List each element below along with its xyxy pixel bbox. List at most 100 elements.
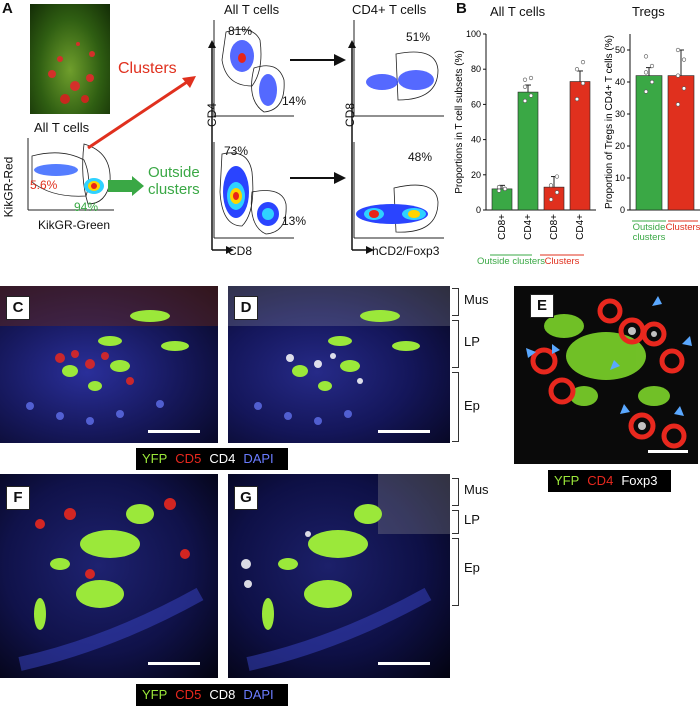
scale-bar-c — [148, 430, 200, 433]
foxp3-xlabel: hCD2/Foxp3 — [372, 244, 440, 258]
x-tick-label: CD4+ — [575, 214, 586, 240]
data-point — [548, 197, 554, 202]
data-point — [522, 98, 528, 103]
bracket-lp-bottom — [452, 510, 459, 534]
cd4cd8-bottom-cd4-pct: 73% — [224, 144, 249, 158]
legend-cd4: YFP CD5 CD4 DAPI — [136, 448, 288, 470]
legend-foxp3: YFP CD4 Foxp3 — [548, 470, 672, 492]
entry-red-pct: 5.6% — [30, 178, 58, 192]
data-point — [675, 102, 681, 107]
data-point — [649, 63, 655, 69]
y-tick-label: 0 — [620, 205, 625, 215]
cd4cd8-bottom-plot — [213, 142, 294, 239]
entry-plot-ylabel: KikGR-Red — [1, 156, 16, 218]
foxp3-title: CD4+ T cells — [352, 2, 427, 17]
panel-c-letter: C — [6, 296, 30, 320]
foxp3-bottom-pct: 48% — [408, 150, 433, 164]
micrograph-g — [228, 474, 450, 678]
y-tick-label: 50 — [615, 45, 625, 55]
micrograph-c-cells — [0, 286, 218, 425]
data-point — [548, 183, 554, 188]
tissue-lp-bottom: LP — [464, 512, 480, 527]
data-point — [496, 185, 502, 190]
bar — [491, 188, 513, 211]
cd4cd8-title: All T cells — [224, 2, 280, 17]
micrograph-d-cells — [228, 286, 450, 425]
data-point — [643, 70, 649, 75]
x-tick-label: CD8+ — [549, 214, 560, 240]
bracket-lp-top — [452, 320, 459, 368]
data-point — [528, 93, 534, 98]
y-tick-label: 60 — [471, 99, 481, 109]
cd4cd8-top-cd8-pct: 14% — [282, 94, 307, 108]
y-tick-label: 40 — [471, 135, 481, 145]
y-tick-label: 0 — [476, 205, 481, 215]
bar — [517, 91, 539, 211]
data-point — [554, 174, 560, 179]
foxp3-bottom-plot — [353, 142, 444, 239]
y-tick-label: 30 — [615, 109, 625, 119]
bar — [667, 75, 695, 211]
micrograph-f — [0, 474, 218, 678]
micrograph-f-cells — [14, 498, 204, 671]
legend-cd5: CD5 — [175, 687, 202, 702]
data-point — [681, 86, 687, 91]
legend-dapi: DAPI — [243, 687, 274, 702]
tissue-ep-top: Ep — [464, 398, 480, 413]
group-label: Outside — [633, 222, 666, 233]
data-point — [554, 190, 560, 195]
bar-chart-all-t-cells: 0 20 40 60 80 100 Proportions in T cell subset… — [454, 29, 596, 267]
legend-cd8-marker: CD8 — [209, 687, 236, 702]
data-point — [649, 79, 655, 85]
bracket-ep-top — [452, 372, 459, 442]
legend-yfp: YFP — [142, 687, 168, 702]
group-label: clusters — [633, 232, 666, 243]
micrograph-e-cells — [526, 296, 692, 449]
outside-clusters-label: Outside clusters — [148, 164, 200, 198]
tissue-mus-bottom: Mus — [464, 482, 489, 497]
data-point — [643, 54, 649, 59]
legend-cd4: CD4 — [587, 473, 614, 488]
y-tick-label: 20 — [471, 170, 481, 180]
bar — [569, 81, 591, 211]
outside-arrow — [108, 176, 144, 196]
data-point — [528, 75, 534, 81]
data-point — [502, 186, 508, 191]
panel-e-letter: E — [530, 294, 554, 318]
y-axis-label: Proportion of Tregs in CD4+ T cells (%) — [604, 35, 615, 209]
legend-cd4-marker: CD4 — [209, 451, 236, 466]
entry-plot-xlabel: KikGR-Green — [38, 218, 111, 232]
y-tick-label: 20 — [615, 141, 625, 151]
data-point — [580, 81, 586, 86]
panel-a-letter: A — [2, 0, 13, 17]
panel-d-letter: D — [234, 296, 258, 320]
cd4cd8-top-plot — [213, 20, 294, 117]
scale-bar-f — [148, 662, 200, 665]
foxp3-top-plot — [353, 20, 444, 117]
data-point — [643, 89, 649, 94]
tissue-lp-top: LP — [464, 334, 480, 349]
bracket-ep-bottom — [452, 538, 459, 606]
bar — [543, 186, 565, 211]
scale-bar-e — [648, 450, 688, 453]
gate-arrow-top — [290, 54, 346, 66]
bracket-mus-bottom — [452, 478, 459, 506]
cd4cd8-top-cd4-pct: 81% — [228, 24, 253, 38]
bar-right-title: Tregs — [632, 4, 665, 19]
y-tick-label: 100 — [466, 29, 481, 39]
data-point — [496, 188, 502, 193]
legend-foxp3-marker: Foxp3 — [621, 473, 658, 488]
cd4cd8-bottom-cd8-pct: 13% — [282, 214, 307, 228]
bar — [635, 75, 663, 211]
tissue-ep-bottom: Ep — [464, 560, 480, 575]
y-tick-label: 10 — [615, 173, 625, 183]
panel-g-letter: G — [234, 486, 258, 510]
tissue-mus-top: Mus — [464, 292, 489, 307]
legend-dapi: DAPI — [243, 451, 274, 466]
data-point — [675, 47, 681, 53]
micrograph-g-cells — [241, 474, 450, 671]
panel-f-letter: F — [6, 486, 30, 510]
group-label: Clusters — [666, 222, 700, 233]
scale-bar-g — [378, 662, 430, 665]
